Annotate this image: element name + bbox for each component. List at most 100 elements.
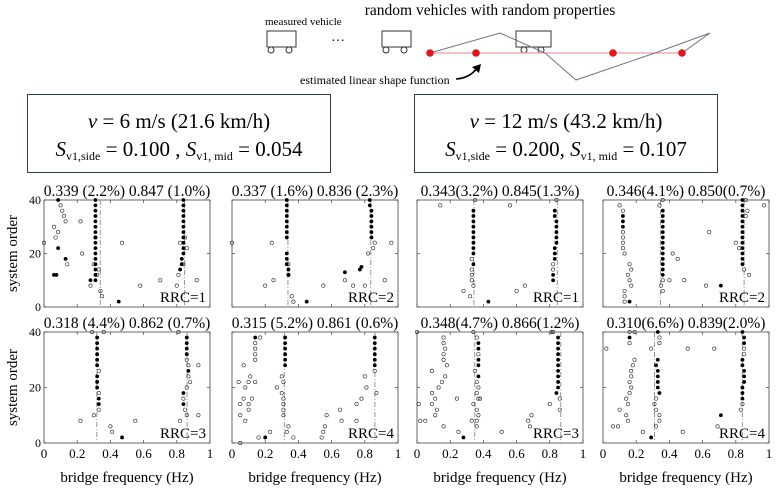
stable-pole (655, 385, 660, 390)
stable-pole (556, 341, 560, 345)
unstable-pole (557, 396, 562, 401)
unstable-pole (281, 413, 286, 418)
s-symbol: S (570, 137, 581, 161)
unstable-pole (176, 329, 181, 334)
unstable-pole (627, 341, 632, 346)
unstable-pole (324, 413, 329, 418)
stable-pole (181, 224, 186, 229)
unstable-pole (478, 396, 483, 401)
x-axis-label: bridge frequency (Hz) (433, 470, 566, 486)
s-side-value: 0.200 (512, 137, 560, 161)
stable-pole (740, 396, 745, 401)
stable-pole (95, 385, 100, 390)
unstable-pole (249, 396, 254, 401)
stable-pole (284, 262, 289, 267)
stable-pole (740, 246, 745, 251)
stable-pole (657, 391, 662, 395)
stable-pole (554, 224, 559, 229)
unstable-pole (281, 379, 286, 384)
stable-pole (369, 224, 374, 229)
stable-pole (742, 341, 746, 345)
x-tick-label: 0.2 (69, 446, 85, 461)
unstable-pole (58, 203, 63, 208)
stable-pole (186, 368, 191, 373)
unstable-pole (138, 283, 143, 288)
s-symbol: S (445, 137, 456, 161)
stable-pole (179, 262, 184, 267)
stable-pole (660, 256, 665, 261)
stable-pole (660, 240, 665, 245)
stabilization-plot: RRC=2 0.346(4.1%) 0.850(0.7%) (602, 183, 770, 308)
rrc-annotation: RRC=1 (160, 290, 206, 306)
support-nodes (426, 49, 686, 57)
unstable-pole (339, 418, 344, 423)
stable-pole (740, 230, 745, 235)
unstable-pole (471, 283, 476, 288)
stable-pole (740, 262, 745, 267)
s-mid-value: 0.054 (255, 137, 303, 161)
unstable-pole (622, 294, 627, 299)
unstable-pole (253, 352, 258, 357)
unstable-pole (88, 283, 93, 288)
separator: , (169, 137, 186, 161)
unstable-pole (65, 262, 70, 267)
unstable-pole (657, 335, 662, 340)
stable-pole (120, 435, 124, 440)
stable-pole (286, 273, 291, 277)
stable-pole (63, 256, 68, 261)
y-tick-label: 40 (29, 193, 41, 207)
velocity-value: = 6 m/s (21.6 km/h) (97, 109, 271, 133)
unstable-pole (96, 391, 101, 396)
stable-pole (554, 240, 559, 245)
unstable-pole (733, 240, 738, 245)
stable-pole (181, 214, 186, 218)
unstable-pole (499, 429, 504, 434)
stable-pole (181, 240, 186, 245)
stable-pole (660, 246, 665, 251)
unstable-pole (627, 262, 632, 267)
unstable-pole (617, 407, 622, 412)
unstable-pole (471, 329, 476, 334)
stable-pole (476, 374, 481, 379)
unstable-pole (441, 352, 446, 357)
unstable-pole (620, 230, 625, 235)
unstable-pole (549, 329, 554, 334)
stable-pole (660, 267, 665, 272)
unstable-pole (433, 396, 438, 401)
unstable-pole (742, 352, 747, 357)
unstable-pole (183, 407, 188, 412)
unstable-pole (80, 251, 85, 256)
unstable-pole (429, 368, 434, 373)
unstable-pole (660, 198, 665, 203)
stable-pole (461, 435, 466, 440)
rrc-annotation: RRC=2 (719, 290, 765, 306)
stable-pole (654, 363, 659, 368)
unstable-pole (372, 368, 377, 373)
stable-pole (181, 208, 186, 213)
speed-box-6ms: v = 6 m/s (21.6 km/h) Sv1,side = 0.100 ,… (27, 94, 331, 173)
x-tick-label: 0.6 (323, 446, 340, 461)
unstable-pole (196, 363, 201, 368)
stable-pole (93, 203, 98, 208)
unstable-pole (629, 385, 634, 390)
unstable-pole (456, 429, 461, 434)
stable-pole (556, 335, 560, 340)
stable-pole (554, 391, 559, 395)
stable-pole (184, 335, 189, 340)
unstable-pole (707, 230, 712, 235)
s-side-subscript: v1,side (66, 149, 101, 163)
unstable-pole (281, 402, 286, 407)
unstable-pole (230, 240, 235, 245)
stable-pole (740, 203, 745, 208)
stable-pole (621, 219, 625, 224)
x-tick-label: 1 (207, 446, 214, 461)
panel-title: 0.337 (1.6%) 0.836 (2.3%) (232, 183, 399, 200)
rrc-annotation: RRC=3 (533, 426, 579, 442)
unstable-pole (354, 418, 359, 423)
unstable-pole (630, 363, 635, 368)
stable-pole (54, 273, 59, 277)
unstable-pole (685, 346, 690, 351)
x-tick-label: 0.8 (357, 446, 373, 461)
